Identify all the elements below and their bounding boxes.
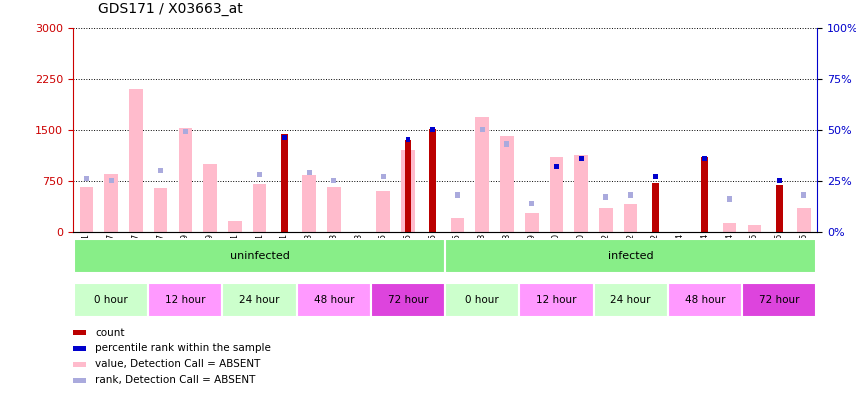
Bar xyxy=(228,221,241,232)
Bar xyxy=(525,213,538,232)
Text: 72 hour: 72 hour xyxy=(388,295,428,305)
Bar xyxy=(306,170,312,175)
Bar xyxy=(703,156,707,161)
Bar xyxy=(801,192,806,198)
Text: count: count xyxy=(95,327,124,338)
Bar xyxy=(747,225,761,232)
Bar xyxy=(797,208,811,232)
Bar xyxy=(554,164,559,169)
Bar xyxy=(445,240,817,273)
Text: uninfected: uninfected xyxy=(229,251,289,261)
Bar xyxy=(722,223,736,232)
Bar xyxy=(529,200,534,206)
Bar xyxy=(381,174,386,179)
Bar xyxy=(742,283,817,317)
Bar xyxy=(158,168,163,173)
Bar xyxy=(599,208,613,232)
Bar xyxy=(628,192,633,198)
Bar xyxy=(430,129,437,232)
Text: value, Detection Call = ABSENT: value, Detection Call = ABSENT xyxy=(95,359,260,369)
Bar xyxy=(455,192,460,198)
Bar xyxy=(504,141,509,147)
Bar xyxy=(109,178,114,183)
Bar xyxy=(203,164,217,232)
Bar xyxy=(183,129,187,134)
Bar xyxy=(475,118,489,232)
Bar xyxy=(776,185,782,232)
Bar xyxy=(223,283,297,317)
Text: 0 hour: 0 hour xyxy=(466,295,499,305)
Bar xyxy=(603,194,609,200)
Bar xyxy=(520,283,593,317)
Bar xyxy=(179,128,192,232)
Bar xyxy=(406,137,411,143)
Bar xyxy=(154,188,168,232)
Bar xyxy=(148,283,223,317)
Bar xyxy=(668,283,742,317)
Bar xyxy=(728,196,732,202)
Bar xyxy=(624,204,638,232)
Bar xyxy=(80,187,93,232)
Text: 0 hour: 0 hour xyxy=(94,295,128,305)
Bar xyxy=(84,176,89,181)
Bar xyxy=(297,283,371,317)
Bar xyxy=(579,156,584,161)
Bar xyxy=(281,135,288,232)
Text: 48 hour: 48 hour xyxy=(685,295,725,305)
Text: rank, Detection Call = ABSENT: rank, Detection Call = ABSENT xyxy=(95,375,255,385)
Bar xyxy=(74,283,148,317)
Text: 72 hour: 72 hour xyxy=(759,295,800,305)
Bar xyxy=(574,155,588,232)
Bar xyxy=(445,283,520,317)
Bar xyxy=(371,283,445,317)
Bar xyxy=(593,283,668,317)
Bar xyxy=(74,240,445,273)
Bar xyxy=(302,175,316,232)
Bar xyxy=(500,137,514,232)
Bar xyxy=(550,157,563,232)
Bar xyxy=(331,178,336,183)
Text: 24 hour: 24 hour xyxy=(240,295,280,305)
Bar xyxy=(282,135,287,141)
Bar xyxy=(451,218,464,232)
Text: infected: infected xyxy=(608,251,653,261)
Bar xyxy=(327,187,341,232)
Bar xyxy=(479,127,484,132)
Bar xyxy=(129,89,143,232)
Bar xyxy=(652,183,659,232)
Bar xyxy=(104,174,118,232)
Bar xyxy=(405,140,412,232)
Text: percentile rank within the sample: percentile rank within the sample xyxy=(95,343,270,354)
Bar xyxy=(431,127,435,132)
Bar xyxy=(653,174,658,179)
Bar xyxy=(401,150,415,232)
Text: 12 hour: 12 hour xyxy=(536,295,577,305)
Text: GDS171 / X03663_at: GDS171 / X03663_at xyxy=(98,2,243,16)
Bar xyxy=(253,184,266,232)
Bar xyxy=(257,172,262,177)
Text: 12 hour: 12 hour xyxy=(165,295,205,305)
Bar xyxy=(701,157,709,232)
Bar xyxy=(776,178,782,183)
Text: 48 hour: 48 hour xyxy=(313,295,354,305)
Text: 24 hour: 24 hour xyxy=(610,295,651,305)
Bar xyxy=(377,191,390,232)
